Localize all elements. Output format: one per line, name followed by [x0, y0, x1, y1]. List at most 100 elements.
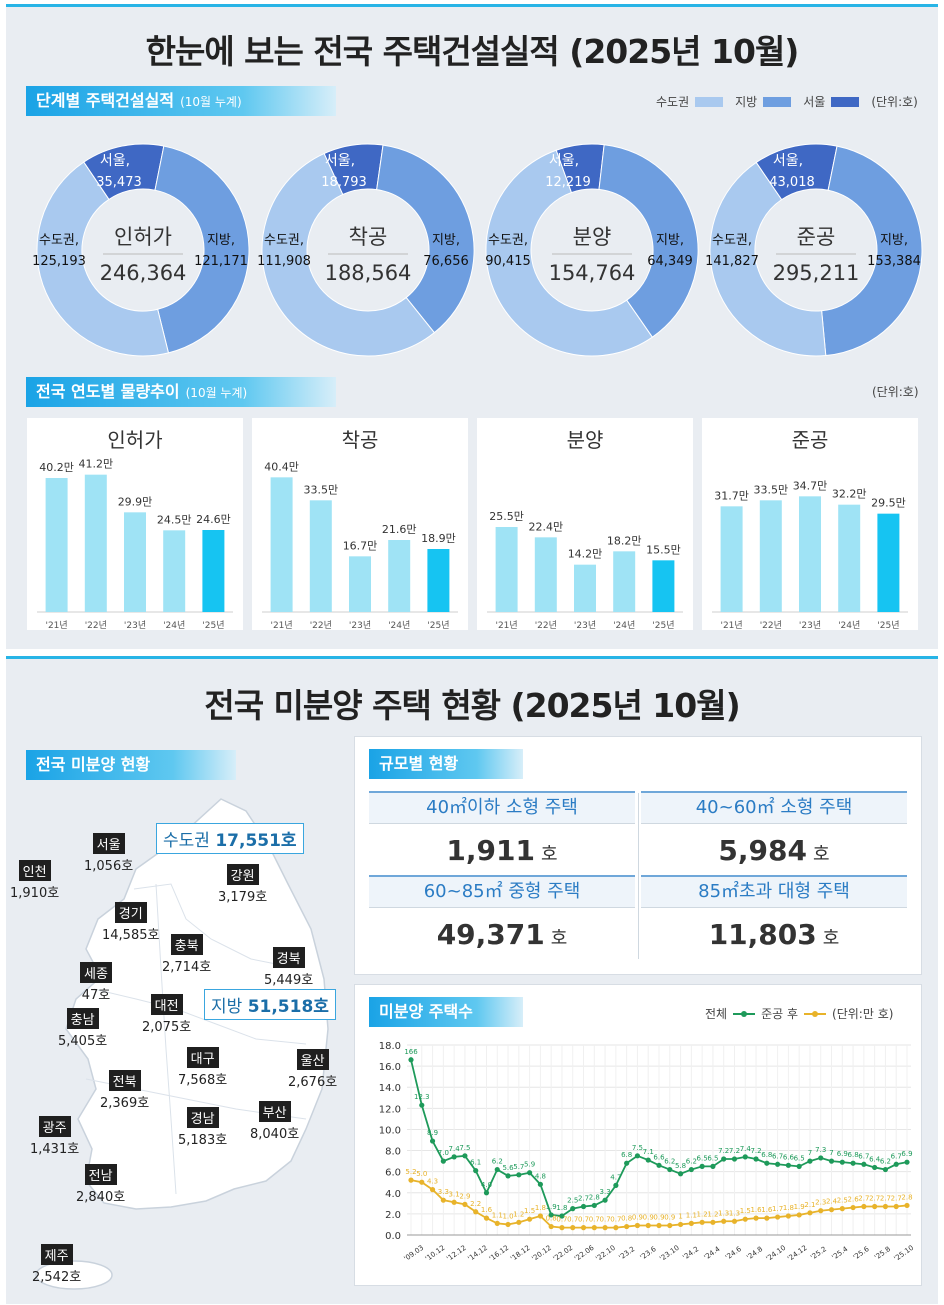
donut-center-value: 188,564	[325, 261, 412, 285]
x-tick-label: '24.6	[724, 1245, 743, 1262]
size-divider	[638, 793, 639, 959]
series-point	[451, 1154, 457, 1160]
bar-value-label: 40.4만	[264, 460, 299, 473]
bar	[427, 549, 450, 612]
point-label: 5.2	[405, 1168, 416, 1176]
series-point	[764, 1215, 770, 1221]
series-point	[753, 1156, 759, 1162]
series-point	[462, 1153, 468, 1159]
series-point	[818, 1155, 824, 1161]
point-label: 6.6	[783, 1153, 795, 1161]
series-point	[667, 1222, 673, 1229]
slice-value-local: 64,349	[647, 254, 693, 269]
series-point	[893, 1203, 899, 1210]
region-gangwon: 강원 3,179호	[218, 864, 267, 905]
point-label: 1.8	[556, 1204, 567, 1212]
point-label: 2.7	[880, 1195, 891, 1203]
bar-category-label: '22년	[310, 620, 332, 630]
slice-name-seoul: 서울,	[773, 153, 803, 169]
series-point	[818, 1208, 824, 1214]
series-point	[591, 1225, 597, 1231]
point-label: 6.7	[891, 1152, 902, 1160]
bar-card-permit: 인허가 40.2만 '21년 41.2만 '22년 29.9만 '23년 24.5만 '24년…	[27, 418, 243, 630]
bar-category-label: '23년	[799, 620, 821, 630]
point-label: 6.1	[470, 1159, 481, 1167]
series-point	[473, 1168, 479, 1174]
bar	[720, 506, 743, 612]
donut-legend: 수도권 지방 서울 (단위:호)	[656, 93, 918, 110]
slice-value-local: 153,384	[867, 254, 921, 269]
series-point	[634, 1222, 641, 1229]
series-point	[505, 1173, 511, 1179]
series-point	[688, 1220, 694, 1226]
point-label: 2.7	[578, 1195, 589, 1203]
series-point	[527, 1170, 533, 1176]
series-point	[861, 1161, 867, 1167]
point-label: 1.1	[492, 1211, 503, 1219]
series-point	[807, 1158, 813, 1164]
series-point	[451, 1199, 457, 1205]
slice-name-capital: 수도권,	[39, 233, 79, 248]
bar-card-sale: 분양 25.5만 '21년 22.4만 '22년 14.2만 '23년 18.2만 '24년 1…	[477, 418, 693, 630]
series-point	[602, 1225, 608, 1231]
slice-value-capital: 125,193	[32, 254, 86, 269]
bar-value-label: 18.2만	[607, 534, 642, 547]
donut-slice	[36, 161, 170, 357]
series-point	[613, 1182, 619, 1188]
series-point	[699, 1163, 705, 1169]
size-cell-small-40: 40㎡이하 소형 주택 1,911 호	[369, 791, 635, 867]
region-gyeongnam: 경남 5,183호	[178, 1107, 227, 1148]
y-tick-label: 10.0	[379, 1125, 401, 1136]
slice-name-capital: 수도권,	[264, 233, 304, 248]
slice-name-local: 지방,	[207, 233, 235, 248]
bar-card-title: 준공	[791, 428, 829, 452]
bar-chart-start: 40.4만 '21년 33.5만 '22년 16.7만 '23년 21.6만 '24년 18.9…	[262, 460, 458, 630]
bar	[495, 527, 518, 612]
series-point	[828, 1158, 835, 1164]
series-point	[742, 1216, 748, 1222]
series-point	[580, 1203, 587, 1210]
point-label: 6.7	[772, 1152, 783, 1160]
bar	[124, 512, 146, 612]
point-label: 0.9	[664, 1214, 675, 1222]
bar	[388, 540, 411, 612]
bar-value-label: 33.5만	[303, 483, 338, 496]
series-point	[850, 1160, 856, 1166]
series-point	[494, 1220, 500, 1226]
point-label: 0.8	[546, 1215, 557, 1223]
bar-category-label: '25년	[427, 620, 449, 630]
bar-value-label: 24.6만	[196, 513, 231, 526]
donut-slice	[485, 149, 654, 357]
series-point	[634, 1153, 641, 1159]
point-label: 1.0	[502, 1212, 513, 1220]
section-label-size: 규모별 현황	[369, 749, 523, 779]
housing-construction-panel: 한눈에 보는 전국 주택건설실적 (2025년 10월) 단계별 주택건설실적(…	[6, 4, 938, 649]
region-busan: 부산 8,040호	[250, 1101, 299, 1142]
x-tick-label: '09.03	[403, 1244, 426, 1263]
region-gwangju: 광주 1,431호	[30, 1116, 79, 1157]
y-tick-label: 0.0	[385, 1231, 401, 1242]
point-label: 8.9	[427, 1129, 438, 1137]
point-label: 2.2	[470, 1200, 481, 1208]
series-point	[516, 1219, 522, 1225]
point-label: 1.2	[697, 1210, 708, 1218]
series-point	[570, 1225, 576, 1231]
slice-value-seoul: 12,219	[545, 175, 591, 190]
bar	[613, 551, 636, 612]
series-point	[742, 1154, 748, 1160]
unsold-housing-panel: 전국 미분양 주택 현황 (2025년 10월) 전국 미분양 현황 수도권 1…	[6, 656, 938, 1304]
region-ulsan: 울산 2,676호	[288, 1049, 337, 1090]
point-label: 0.7	[589, 1216, 600, 1224]
series-point	[796, 1212, 802, 1218]
bar-category-label: '25년	[877, 620, 899, 630]
point-label: 5.0	[416, 1170, 427, 1178]
bar-category-label: '23년	[349, 620, 371, 630]
bar-value-label: 15.5만	[646, 543, 681, 556]
series-point	[440, 1197, 446, 1203]
bar-category-label: '21년	[270, 620, 292, 630]
point-label: 1.6	[481, 1206, 493, 1214]
x-tick-label: '24.2	[681, 1245, 700, 1262]
series-point	[548, 1223, 554, 1230]
point-label: 6.2	[664, 1158, 675, 1166]
point-label: 1.1	[686, 1211, 697, 1219]
